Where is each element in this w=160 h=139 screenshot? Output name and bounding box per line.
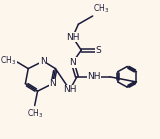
Text: N: N xyxy=(49,79,56,88)
Text: CH$_3$: CH$_3$ xyxy=(93,3,110,15)
Text: NH: NH xyxy=(63,85,76,94)
Text: CH$_3$: CH$_3$ xyxy=(27,108,44,120)
Text: CH$_3$: CH$_3$ xyxy=(0,55,16,67)
Text: NH: NH xyxy=(87,72,101,81)
Text: N: N xyxy=(69,58,76,67)
Text: S: S xyxy=(96,46,101,55)
Text: NH: NH xyxy=(66,33,79,42)
Text: N: N xyxy=(40,57,47,66)
